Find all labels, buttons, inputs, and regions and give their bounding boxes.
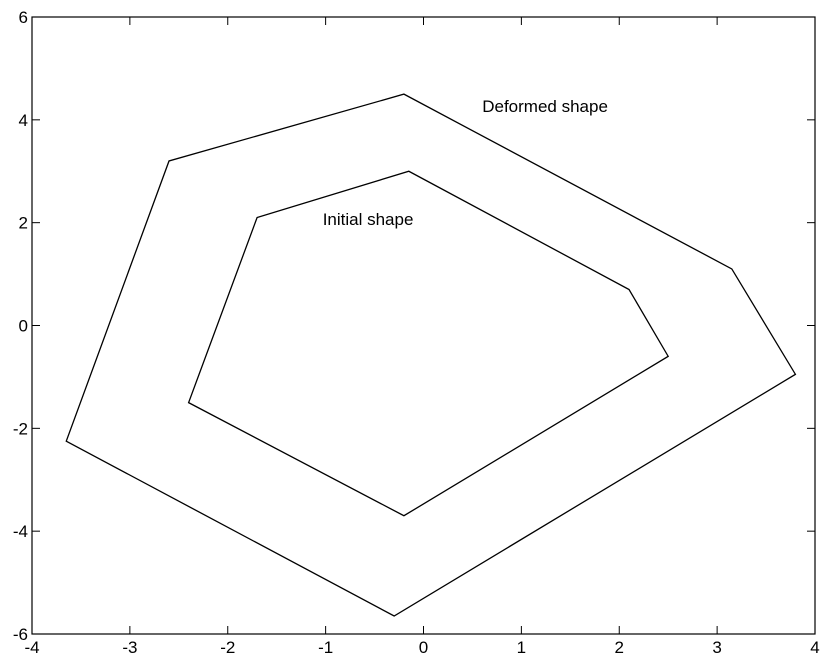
series-line-0 <box>65 93 797 617</box>
annotation-label-0: Deformed shape <box>482 97 608 116</box>
y-tick-label: 2 <box>19 214 28 233</box>
series-line-1 <box>187 170 670 517</box>
annotation-label-1: Initial shape <box>323 210 414 229</box>
y-tick-label: -2 <box>13 419 28 438</box>
x-tick-label: -2 <box>220 638 235 657</box>
x-tick-label: 0 <box>419 638 428 657</box>
x-tick-label: 4 <box>810 638 819 657</box>
x-tick-label: -3 <box>122 638 137 657</box>
y-tick-label: -4 <box>13 522 28 541</box>
x-tick-label: 2 <box>615 638 624 657</box>
x-tick-label: -1 <box>318 638 333 657</box>
plot-frame <box>31 16 816 635</box>
y-tick-label: -6 <box>13 625 28 644</box>
y-tick-label: 6 <box>19 8 28 27</box>
x-tick-label: 3 <box>712 638 721 657</box>
y-tick-label: 0 <box>19 317 28 336</box>
annotation-layer: Deformed shape Initial shape <box>323 97 608 229</box>
y-tick-label: 4 <box>19 111 28 130</box>
x-tick-label: -4 <box>24 638 39 657</box>
x-tick-label: 1 <box>517 638 526 657</box>
series-layer <box>65 93 797 617</box>
